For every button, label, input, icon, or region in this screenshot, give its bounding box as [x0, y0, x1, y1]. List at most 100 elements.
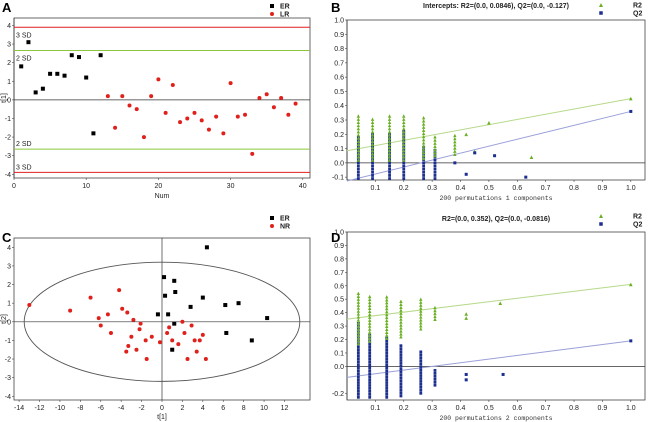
q2-permutation-point — [356, 395, 360, 399]
r2-permutation-point — [419, 303, 423, 307]
data-point-lr — [185, 116, 190, 121]
x-tick-label: 0.7 — [541, 185, 551, 192]
data-point-lr — [192, 110, 197, 115]
q2-permutation-point — [356, 384, 360, 387]
y-tick-label: -3 — [5, 375, 11, 382]
q2-permutation-point — [356, 392, 360, 396]
r2-regression-line — [346, 283, 631, 320]
r2-permutation-point — [385, 321, 389, 326]
r2-permutation-point — [356, 309, 361, 313]
y-tick-label: -1 — [5, 338, 11, 345]
y-tick-label: 3 — [7, 42, 11, 49]
y-tick-label: 1 — [7, 79, 11, 86]
data-point-nr — [27, 303, 32, 308]
r2-permutation-point — [356, 142, 361, 146]
q2-permutation-point — [356, 170, 360, 174]
r2-permutation-point — [433, 138, 437, 142]
r2-permutation-point — [385, 327, 389, 332]
r2-permutation-point — [385, 336, 389, 340]
r2-permutation-point — [356, 324, 361, 328]
y-tick-label: 2 — [7, 282, 11, 289]
q2-permutation-point — [422, 174, 426, 177]
data-point-er — [26, 40, 31, 45]
data-point-er — [162, 275, 167, 280]
q2-permutation-point — [368, 345, 372, 349]
r2-permutation-point — [368, 336, 372, 340]
x-tick-label: 4 — [201, 405, 205, 412]
x-tick-label: 0.6 — [512, 405, 522, 412]
q2-permutation-point — [368, 366, 372, 370]
r2-permutation-point — [356, 335, 361, 340]
q2-permutation-point — [433, 177, 437, 180]
q2-permutation-point — [371, 164, 374, 168]
r2-permutation-point — [356, 145, 361, 150]
r2-permutation-point — [421, 141, 426, 145]
r2-permutation-point — [356, 341, 361, 346]
y-tick-label: -0.2 — [332, 391, 344, 398]
r2-permutation-point — [419, 321, 423, 325]
q2-permutation-point — [399, 344, 403, 348]
x-tick-label: 0.6 — [512, 185, 522, 192]
x-tick-label: 10 — [82, 183, 90, 190]
q2-permutation-point — [368, 392, 372, 396]
legend-marker-r2 — [599, 214, 603, 218]
y-tick-label: -3 — [5, 153, 11, 160]
q2-permutation-point — [368, 378, 372, 381]
q2-permutation-point — [356, 357, 360, 361]
r2-permutation-point — [356, 321, 361, 325]
r2-permutation-point — [433, 154, 437, 158]
r2-permutation-point — [402, 117, 406, 121]
y-tick-label: 0.8 — [334, 46, 344, 53]
r2-permutation-point — [419, 309, 423, 313]
q2-permutation-point — [422, 164, 426, 168]
r2-permutation-point — [419, 315, 423, 319]
r2-permutation-point — [453, 149, 457, 153]
legend-marker-q2 — [599, 11, 603, 15]
panel-b-permutation-plot: Intercepts: R2=(0.0, 0.0846), Q2=(0.0, -… — [332, 3, 646, 202]
q2-permutation-point — [385, 363, 389, 367]
sd-limit-label: 3 SD — [16, 164, 32, 171]
q2-permutation-point — [385, 387, 389, 390]
data-point-lr — [163, 110, 168, 115]
r2-permutation-point — [368, 318, 372, 322]
r2-permutation-point — [387, 145, 392, 150]
q2-permutation-point — [629, 109, 633, 113]
data-point-er — [33, 90, 38, 95]
q2-permutation-point — [385, 348, 389, 352]
r2-permutation-point — [399, 335, 403, 339]
q2-permutation-point — [402, 167, 406, 171]
data-point-nr — [117, 288, 122, 293]
y-tick-label: 1 — [7, 301, 11, 308]
permutation-title-b: Intercepts: R2=(0.0, 0.0846), Q2=(0.0, -… — [423, 3, 569, 10]
x-axis-label: t[1] — [157, 414, 167, 421]
r2-permutation-point — [402, 120, 406, 124]
x-tick-label: 0.3 — [427, 185, 437, 192]
q2-permutation-point — [356, 369, 360, 373]
r2-permutation-point — [399, 305, 403, 309]
q2-permutation-point — [419, 365, 423, 369]
r2-permutation-point — [453, 146, 457, 150]
r2-permutation-point — [385, 303, 389, 308]
data-point-nr — [192, 338, 197, 343]
q2-permutation-point — [433, 164, 437, 168]
data-point-lr — [250, 151, 255, 156]
y-tick-label: 0.3 — [334, 118, 344, 125]
x-tick-label: 0.8 — [569, 185, 579, 192]
data-point-nr — [197, 338, 202, 343]
q2-permutation-point — [368, 387, 372, 390]
x-axis-label: 200 permutations 2 components — [439, 415, 552, 422]
x-tick-label: 0.4 — [456, 405, 466, 412]
r2-permutation-point — [356, 312, 361, 316]
data-point-lr — [178, 120, 183, 125]
data-point-lr — [243, 112, 248, 117]
r2-permutation-point — [356, 330, 361, 334]
q2-permutation-point — [399, 373, 403, 377]
q2-permutation-point — [399, 370, 403, 374]
r2-permutation-point — [385, 333, 389, 337]
q2-permutation-point — [388, 161, 391, 165]
r2-permutation-point — [402, 142, 406, 146]
q2-permutation-point — [433, 167, 437, 171]
r2-permutation-point — [419, 327, 423, 331]
q2-permutation-point — [356, 363, 360, 367]
y-tick-label: 0.8 — [334, 256, 344, 263]
